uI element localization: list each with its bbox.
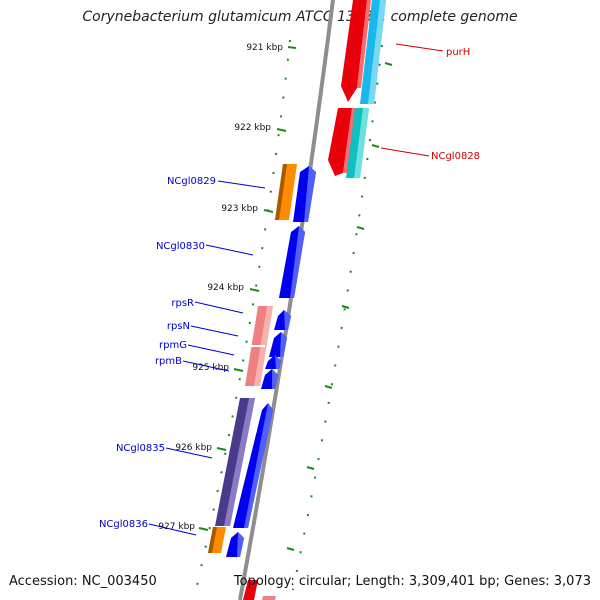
gene-label-rpmB[interactable]: rpmB (155, 356, 182, 367)
reverse-strand-features (328, 0, 386, 178)
scale-label-921: 921 kbp (246, 43, 283, 53)
scale-label-925: 925 kbp (192, 363, 229, 373)
gene-label-NCgl0829[interactable]: NCgl0829 (167, 176, 216, 187)
gene-label-rpsN[interactable]: rpsN (167, 321, 190, 332)
gene-label-NCgl0835[interactable]: NCgl0835 (116, 443, 165, 454)
dot-tracks (195, 39, 383, 591)
gene-label-leaders (148, 43, 444, 536)
scale-label-923: 923 kbp (221, 204, 258, 214)
gene-purH-feature[interactable] (341, 0, 367, 102)
forward-strand-features (208, 164, 316, 600)
next-gene-pink-feature[interactable] (262, 596, 276, 600)
gene-label-NCgl0836[interactable]: NCgl0836 (99, 519, 148, 530)
gene-label-rpmG[interactable]: rpmG (159, 340, 187, 351)
gene-label-purH[interactable]: purH (446, 47, 470, 58)
next-gene-red-feature[interactable] (243, 580, 258, 600)
scale-label-924: 924 kbp (207, 283, 244, 293)
gene-label-NCgl0830[interactable]: NCgl0830 (156, 241, 205, 252)
scale-label-927: 927 kbp (158, 522, 195, 532)
gene-label-NCgl0828[interactable]: NCgl0828 (431, 151, 480, 162)
scale-label-926: 926 kbp (175, 443, 212, 453)
genome-backbone (238, 0, 335, 600)
scale-tick-marks (198, 46, 393, 551)
scale-label-922: 922 kbp (234, 123, 271, 133)
gene-label-rpsR[interactable]: rpsR (171, 298, 194, 309)
accession-text: Accession: NC_003450 (9, 574, 157, 589)
map-title: Corynebacterium glutamicum ATCC 13032, c… (82, 9, 518, 25)
gene-NCgl0828-feature[interactable] (328, 108, 352, 176)
topology-text: Topology: circular; Length: 3,309,401 bp… (233, 574, 591, 589)
